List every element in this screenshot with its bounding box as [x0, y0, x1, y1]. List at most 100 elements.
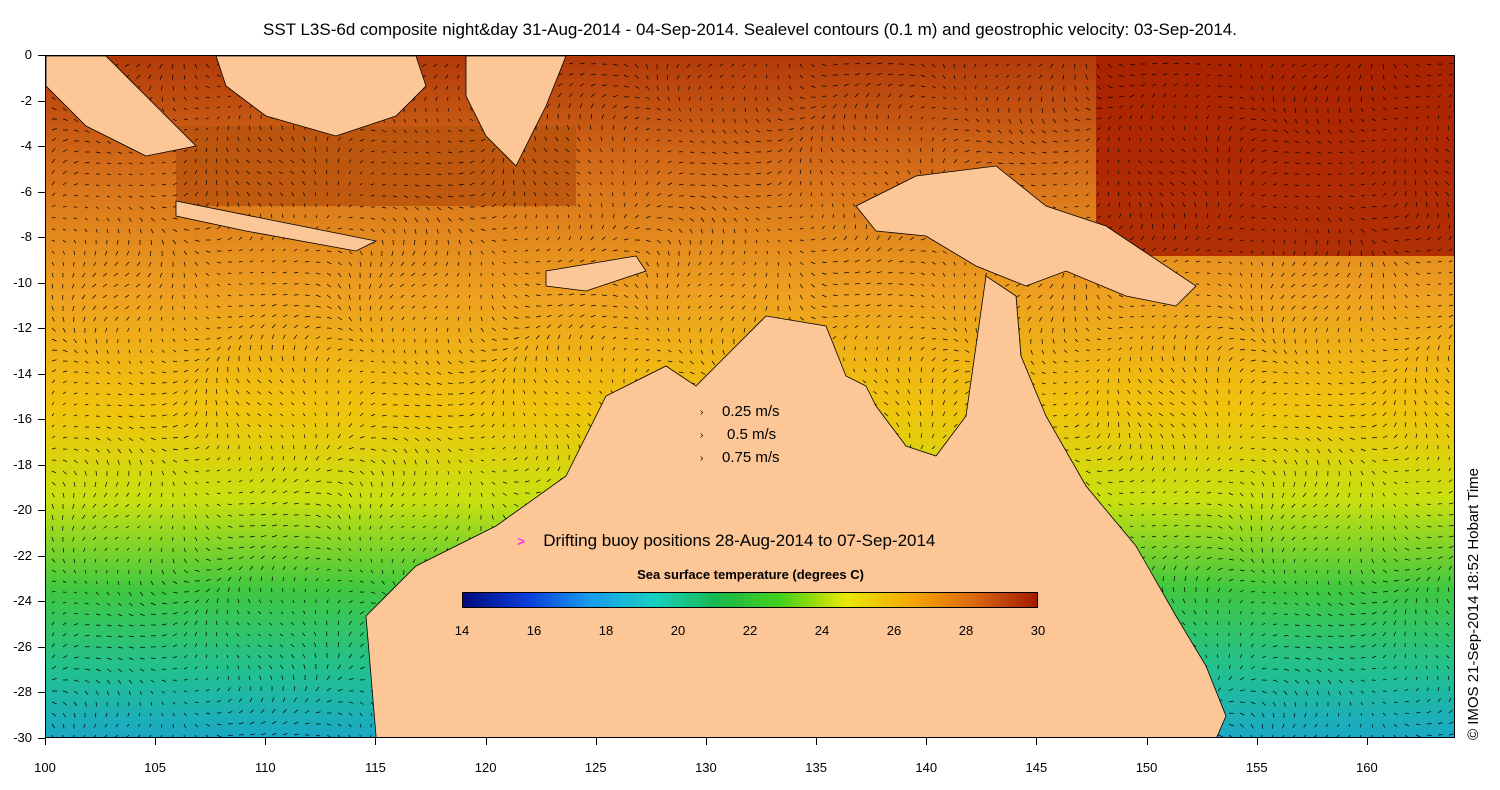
velocity-vector: [843, 73, 849, 76]
velocity-vector: [1434, 390, 1439, 395]
velocity-vector: [136, 261, 141, 267]
velocity-vector: [149, 316, 152, 321]
velocity-vector: [1393, 159, 1396, 164]
velocity-vector: [1096, 215, 1101, 219]
velocity-vector: [425, 437, 431, 442]
velocity-vector: [1302, 261, 1307, 266]
velocity-vector: [1283, 448, 1288, 452]
velocity-vector: [425, 195, 431, 199]
velocity-vector: [524, 214, 527, 219]
velocity-vector: [117, 184, 121, 187]
velocity-vector: [533, 192, 537, 197]
velocity-vector: [667, 349, 672, 353]
velocity-vector: [51, 158, 55, 164]
velocity-vector: [138, 327, 141, 332]
velocity-vector: [282, 334, 286, 340]
velocity-vector: [1172, 444, 1175, 450]
velocity-vector: [1382, 338, 1387, 342]
velocity-vector: [337, 348, 343, 351]
velocity-vector: [1162, 335, 1165, 340]
velocity-vector: [942, 400, 946, 406]
velocity-vector: [1448, 248, 1453, 252]
velocity-vector: [766, 239, 769, 243]
velocity-vector: [634, 63, 639, 69]
velocity-vector: [392, 371, 397, 374]
velocity-vector: [711, 129, 715, 134]
velocity-vector: [1283, 239, 1286, 244]
velocity-vector: [1118, 327, 1123, 329]
velocity-vector: [348, 359, 353, 362]
velocity-vector: [1184, 235, 1188, 241]
velocity-vector: [359, 327, 363, 332]
velocity-vector: [51, 379, 56, 384]
velocity-vector: [975, 327, 977, 333]
velocity-vector: [457, 305, 460, 310]
velocity-vector: [62, 436, 67, 439]
velocity-vector: [1239, 435, 1243, 439]
velocity-vector: [282, 478, 287, 483]
velocity-vector: [883, 401, 889, 406]
velocity-vector: [788, 63, 791, 68]
velocity-vector: [62, 349, 68, 353]
velocity-vector: [1180, 181, 1186, 186]
velocity-vector: [1206, 345, 1210, 351]
velocity-vector: [268, 379, 273, 384]
velocity-vector: [1293, 481, 1296, 487]
velocity-vector: [1283, 360, 1288, 364]
velocity-vector: [315, 326, 321, 329]
velocity-vector: [1324, 261, 1329, 267]
velocity-vector: [368, 283, 372, 289]
velocity-vector: [1184, 456, 1186, 461]
velocity-vector: [458, 239, 461, 245]
velocity-vector: [831, 136, 834, 142]
velocity-vector: [171, 272, 174, 278]
velocity-vector: [106, 448, 111, 454]
velocity-vector: [137, 316, 141, 321]
velocity-vector: [546, 356, 548, 362]
velocity-vector: [1217, 457, 1221, 461]
velocity-vector: [237, 367, 240, 373]
velocity-vector: [1239, 338, 1245, 341]
velocity-vector: [403, 195, 409, 198]
velocity-vector: [269, 367, 273, 373]
velocity-vector: [1404, 96, 1409, 99]
velocity-vector: [337, 401, 339, 406]
velocity-vector: [73, 261, 75, 267]
velocity-vector: [931, 305, 935, 309]
velocity-vector: [612, 294, 618, 297]
velocity-vector: [666, 294, 669, 299]
velocity-vector: [1349, 426, 1355, 428]
velocity-vector: [51, 272, 54, 278]
velocity-vector: [1250, 128, 1256, 131]
velocity-vector: [534, 424, 537, 428]
velocity-vector: [205, 272, 210, 277]
velocity-vector: [436, 173, 442, 175]
velocity-vector: [865, 259, 871, 263]
velocity-vector: [260, 271, 265, 274]
velocity-vector: [656, 170, 660, 175]
velocity-vector: [953, 423, 958, 428]
velocity-vector: [1173, 259, 1178, 263]
velocity-vector: [183, 74, 186, 80]
velocity-vector: [1038, 294, 1043, 299]
velocity-vector: [114, 261, 119, 266]
velocity-vector: [919, 411, 922, 417]
velocity-vector: [1305, 393, 1310, 396]
velocity-vector: [1195, 335, 1200, 340]
velocity-vector: [1217, 294, 1222, 298]
velocity-vector: [1360, 316, 1362, 321]
velocity-vector: [667, 129, 672, 131]
velocity-vector: [1415, 85, 1421, 87]
velocity-vector: [1129, 236, 1135, 241]
velocity-vector: [1151, 325, 1155, 329]
velocity-vector: [1228, 272, 1232, 276]
velocity-vector: [148, 305, 152, 310]
velocity-vector: [425, 151, 430, 154]
velocity-vector: [799, 74, 804, 79]
sst-map[interactable]: [45, 55, 1455, 738]
velocity-vector: [1170, 160, 1175, 164]
velocity-vector: [95, 206, 99, 209]
velocity-vector: [1217, 213, 1221, 219]
velocity-vector: [194, 389, 198, 395]
velocity-vector: [645, 85, 650, 90]
